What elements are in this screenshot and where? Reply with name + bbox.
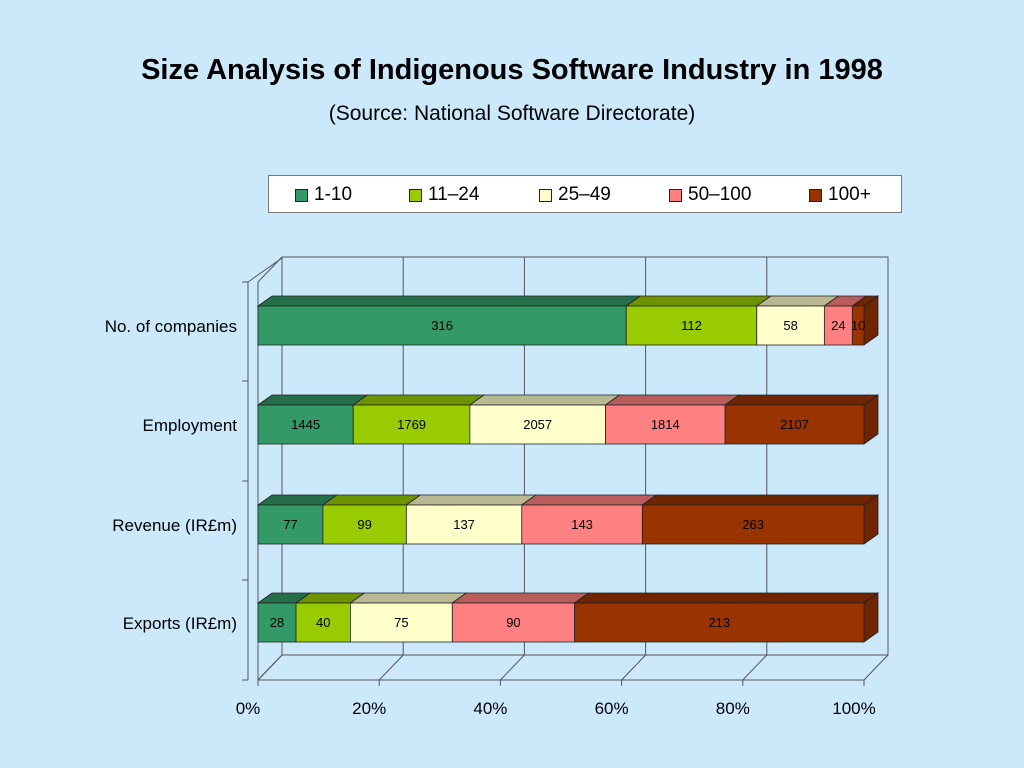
x-tick-label-5: 100% (832, 699, 875, 718)
bar-top-exports-ir-m-25-49 (349, 592, 468, 604)
bar-top-employment-1-10 (256, 394, 369, 406)
bar-no-of-companies-1-10 (257, 305, 627, 346)
bar-revenue-ir-m-100 (641, 504, 865, 545)
legend-item-1-10: 1-10 (295, 176, 352, 214)
bar-top-exports-ir-m-100 (573, 592, 880, 604)
bar-exports-ir-m-25-49 (349, 602, 453, 643)
bar-top-no-of-companies-1-10 (256, 295, 642, 307)
legend-item-50-100: 50–100 (669, 176, 751, 214)
data-label-revenue-ir-m-11-24: 99 (357, 517, 371, 532)
category-label-revenue-ir-m: Revenue (IR£m) (112, 516, 237, 535)
data-label-employment-1-10: 1445 (291, 417, 320, 432)
data-label-exports-ir-m-100: 213 (708, 615, 730, 630)
category-label-employment: Employment (143, 416, 238, 435)
legend-swatch-100-plus (809, 188, 822, 202)
x-tick-label-3: 60% (595, 699, 629, 718)
bar-exports-ir-m-100 (574, 602, 865, 643)
bar-top-revenue-ir-m-50-100 (520, 494, 658, 506)
legend-swatch-25-49 (539, 188, 552, 202)
x-tick-label-1: 20% (352, 699, 386, 718)
data-label-employment-100: 2107 (780, 417, 809, 432)
legend-label-100-plus: 100+ (828, 184, 871, 205)
legend-swatch-1-10 (295, 188, 308, 202)
bar-revenue-ir-m-1-10 (257, 504, 324, 545)
bar-employment-1-10 (257, 404, 354, 445)
data-label-no-of-companies-25-49: 58 (783, 318, 797, 333)
legend-label-25-49: 25–49 (558, 184, 611, 205)
legend-item-100-plus: 100+ (809, 176, 871, 214)
data-label-no-of-companies-100: 10 (851, 318, 865, 333)
bar-no-of-companies-25-49 (756, 305, 825, 346)
bar-employment-11-24 (352, 404, 471, 445)
floor-gridline-4 (742, 654, 768, 681)
data-label-no-of-companies-11-24: 112 (681, 318, 702, 333)
bar-no-of-companies-50-100 (823, 305, 853, 346)
chart-subtitle: (Source: National Software Directorate) (328, 102, 696, 125)
x-tick-label-4: 80% (716, 699, 750, 718)
bar-top-exports-ir-m-50-100 (451, 592, 590, 604)
floor-gridline-0 (257, 654, 283, 681)
floor-gridline-3 (621, 654, 646, 681)
legend-label-1-10: 1-10 (314, 184, 353, 205)
floor-gridline-5 (863, 654, 889, 681)
bar-no-of-companies-11-24 (625, 305, 758, 346)
data-label-revenue-ir-m-50-100: 143 (571, 517, 593, 532)
floor-gridline-2 (500, 654, 525, 681)
bar-top-employment-50-100 (604, 394, 741, 406)
data-label-exports-ir-m-1-10: 28 (270, 615, 284, 630)
data-label-exports-ir-m-25-49: 75 (394, 615, 408, 630)
legend-label-11-24: 11–24 (428, 184, 480, 205)
chart-title: Size Analysis of Indigenous Software Ind… (141, 54, 883, 86)
data-label-employment-25-49: 2057 (523, 417, 552, 432)
legend-item-25-49: 25–49 (539, 176, 611, 214)
bar-top-employment-25-49 (468, 394, 621, 406)
data-label-employment-50-100: 1814 (651, 417, 680, 432)
floor-gridline-1 (378, 654, 404, 681)
y-axis-top-edge (247, 257, 283, 283)
data-label-revenue-ir-m-100: 263 (742, 517, 764, 532)
category-label-no-of-companies: No. of companies (105, 317, 237, 336)
legend: 1-10 11–24 25–49 50–100 100+ (268, 175, 902, 213)
x-tick-label-0: 0% (236, 699, 261, 718)
x-tick-label-2: 40% (473, 699, 507, 718)
data-label-exports-ir-m-11-24: 40 (316, 615, 330, 630)
bar-employment-25-49 (469, 404, 606, 445)
legend-item-11-24: 11–24 (409, 176, 479, 214)
bar-no-of-companies-100 (851, 305, 865, 346)
legend-swatch-11-24 (409, 188, 422, 202)
data-label-revenue-ir-m-1-10: 77 (283, 517, 297, 532)
category-label-exports-ir-m: Exports (IR£m) (123, 614, 237, 633)
data-label-revenue-ir-m-25-49: 137 (453, 517, 475, 532)
data-label-employment-11-24: 1769 (397, 417, 426, 432)
bar-top-revenue-ir-m-11-24 (321, 494, 422, 506)
bar-employment-100 (724, 404, 865, 445)
legend-swatch-50-100 (669, 188, 682, 202)
bar-top-no-of-companies-11-24 (625, 295, 773, 307)
bar-top-employment-100 (723, 394, 880, 406)
bar-top-employment-11-24 (352, 394, 486, 406)
data-label-no-of-companies-1-10: 316 (431, 318, 453, 333)
legend-label-50-100: 50–100 (688, 184, 752, 205)
bar-top-revenue-ir-m-100 (641, 494, 880, 506)
bar-employment-50-100 (605, 404, 726, 445)
bar-revenue-ir-m-11-24 (322, 504, 407, 545)
data-label-exports-ir-m-50-100: 90 (506, 615, 520, 630)
bar-top-revenue-ir-m-25-49 (405, 494, 538, 506)
data-label-no-of-companies-50-100: 24 (831, 318, 845, 333)
